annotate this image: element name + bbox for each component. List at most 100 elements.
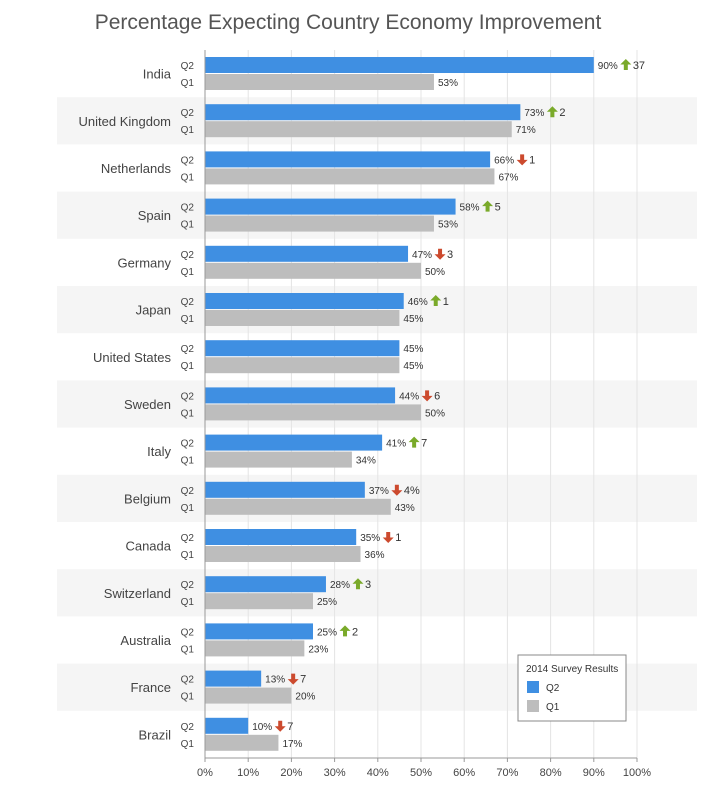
data-label-q1: 36% (365, 550, 385, 561)
series-tick-label: Q1 (181, 644, 195, 655)
series-tick-label: Q2 (181, 627, 195, 638)
legend: 2014 Survey Results Q2 Q1 (517, 654, 627, 722)
series-tick-label: Q2 (181, 675, 195, 686)
data-label-q2: 41% (386, 439, 406, 450)
category-label: Canada (125, 539, 171, 554)
series-tick-label: Q1 (181, 78, 195, 89)
bar-q1 (205, 687, 292, 704)
category-label: Germany (118, 255, 172, 270)
series-tick-label: Q1 (181, 408, 195, 419)
x-tick-label: 10% (237, 767, 259, 779)
data-label-q1: 53% (438, 220, 458, 231)
series-tick-label: Q1 (181, 597, 195, 608)
series-tick-label: Q2 (181, 344, 195, 355)
legend-label-q1: Q1 (546, 702, 560, 713)
category-label: Switzerland (104, 586, 171, 601)
series-tick-label: Q1 (181, 503, 195, 514)
data-label-q1: 20% (295, 692, 315, 703)
bar-q1 (205, 498, 391, 515)
x-axis: 0% 10% 20% 30% 40% 50% 60% 70% 80% 90% 100% (197, 50, 651, 779)
series-tick-label: Q2 (181, 580, 195, 591)
data-label-q2: 73% (524, 108, 544, 119)
series-tick-label: Q2 (181, 61, 195, 72)
bar-q1 (205, 357, 400, 374)
series-tick-label: Q2 (181, 203, 195, 214)
arrow-down-icon (421, 390, 433, 402)
category-label: Spain (138, 208, 171, 223)
category-label: Australia (120, 633, 171, 648)
series-tick-label: Q1 (181, 550, 195, 561)
series-tick-label: Q2 (181, 297, 195, 308)
x-tick-label: 30% (324, 767, 346, 779)
arrow-up-icon (408, 436, 420, 448)
bar-q1 (205, 404, 421, 421)
change-label: 2 (559, 107, 565, 119)
x-tick-label: 50% (410, 767, 432, 779)
data-label-q1: 50% (425, 408, 445, 419)
change-label: 7 (287, 721, 293, 733)
bar-q1 (205, 168, 495, 185)
category-label: Italy (147, 444, 171, 459)
arrow-down-icon (274, 720, 286, 732)
bar-q1 (205, 451, 352, 468)
series-tick-label: Q1 (181, 172, 195, 183)
bars-layer (205, 57, 594, 751)
arrow-up-icon (430, 295, 442, 306)
legend-label-q2: Q2 (546, 683, 560, 694)
data-label-q2: 45% (403, 344, 423, 355)
bar-q1 (205, 262, 421, 279)
category-label: France (131, 680, 171, 695)
series-tick-label: Q1 (181, 125, 195, 136)
bar-q2 (205, 293, 404, 309)
change-label: 5 (495, 202, 501, 214)
bar-q2 (205, 340, 400, 357)
series-tick-label: Q1 (181, 456, 195, 467)
series-tick-label: Q1 (181, 220, 195, 231)
series-tick-label: Q1 (181, 739, 195, 750)
bar-q2 (205, 104, 521, 121)
bar-q2 (205, 245, 409, 262)
category-label: Netherlands (101, 161, 172, 176)
bar-q2 (205, 57, 594, 73)
bar-q1 (205, 121, 512, 138)
data-label-q2: 10% (252, 722, 272, 733)
series-tick-label: Q2 (181, 391, 195, 402)
arrow-down-icon (287, 673, 299, 685)
x-tick-label: 70% (496, 767, 518, 779)
arrow-up-icon (339, 625, 351, 637)
data-label-q1: 67% (498, 172, 518, 183)
bar-q2 (205, 670, 262, 687)
arrow-up-icon (546, 106, 558, 118)
series-tick-label: Q2 (181, 533, 195, 544)
arrow-up-icon (352, 578, 364, 590)
bar-q2 (205, 198, 456, 215)
category-label: Sweden (124, 397, 171, 412)
bar-q1 (205, 310, 400, 326)
bar-q1 (205, 215, 434, 232)
data-label-q2: 47% (412, 250, 432, 261)
arrow-up-icon (482, 200, 494, 212)
bar-q1 (205, 593, 313, 610)
data-label-q1: 45% (403, 361, 423, 372)
series-tick-label: Q2 (181, 486, 195, 497)
series-tick-label: Q2 (181, 250, 195, 261)
data-label-q2: 28% (330, 580, 350, 591)
category-label: United States (93, 350, 172, 365)
arrow-down-icon (382, 532, 394, 543)
data-label-q2: 58% (460, 203, 480, 214)
change-label: 1 (395, 532, 401, 544)
arrow-down-icon (434, 248, 446, 260)
data-label-q1: 45% (403, 314, 423, 325)
change-label: 6 (434, 390, 440, 402)
series-tick-label: Q2 (181, 439, 195, 450)
series-tick-label: Q2 (181, 108, 195, 119)
bar-q2 (205, 151, 491, 168)
category-label: United Kingdom (79, 114, 172, 129)
data-label-q2: 46% (408, 297, 428, 308)
series-tick-label: Q2 (181, 722, 195, 733)
arrow-up-icon (620, 59, 632, 70)
series-tick-label: Q1 (181, 361, 195, 372)
data-label-q2: 90% (598, 61, 618, 72)
